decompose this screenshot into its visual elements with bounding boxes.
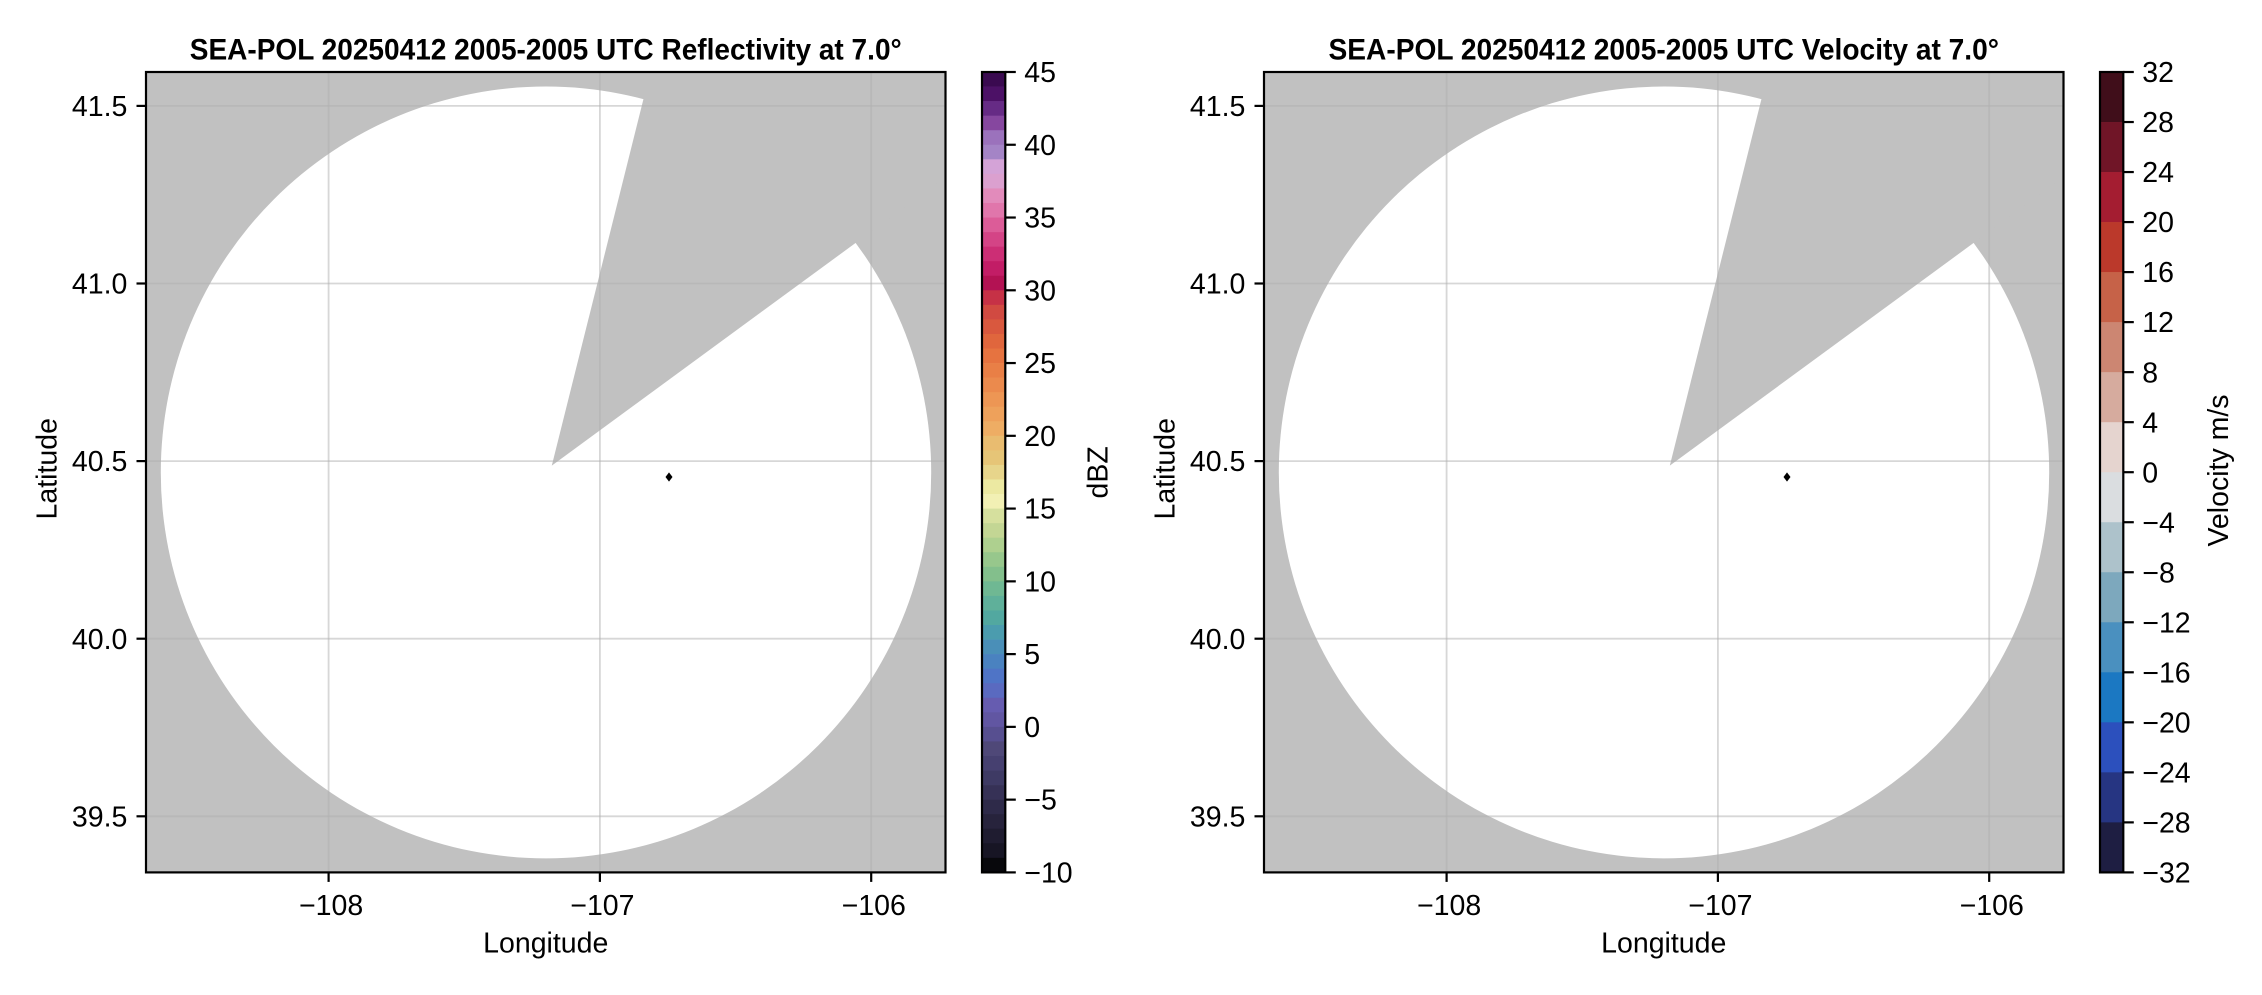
svg-text:SEA-POL 20250412 2005-2005 UTC: SEA-POL 20250412 2005-2005 UTC Reflectiv… [190, 33, 902, 66]
svg-text:12: 12 [2142, 307, 2174, 339]
svg-text:−107: −107 [570, 890, 634, 922]
svg-text:−4: −4 [2142, 507, 2175, 539]
svg-text:40: 40 [1024, 130, 1056, 162]
svg-text:25: 25 [1024, 348, 1056, 380]
svg-text:28: 28 [2142, 107, 2174, 139]
svg-text:41.5: 41.5 [72, 91, 127, 123]
svg-text:39.5: 39.5 [72, 801, 127, 833]
svg-text:Latitude: Latitude [32, 418, 64, 519]
svg-text:10: 10 [1024, 566, 1056, 598]
svg-text:41.0: 41.0 [72, 269, 127, 301]
svg-text:0: 0 [2142, 457, 2158, 489]
svg-text:Longitude: Longitude [1601, 927, 1726, 959]
svg-text:15: 15 [1024, 494, 1056, 526]
svg-text:−20: −20 [2142, 707, 2190, 739]
svg-text:32: 32 [2142, 57, 2174, 89]
svg-text:4: 4 [2142, 407, 2158, 439]
svg-text:Velocity m/s: Velocity m/s [2203, 394, 2235, 546]
svg-text:35: 35 [1024, 203, 1056, 235]
svg-text:16: 16 [2142, 257, 2174, 289]
svg-text:41.5: 41.5 [1190, 91, 1245, 123]
svg-text:41.0: 41.0 [1190, 269, 1245, 301]
svg-text:40.0: 40.0 [72, 624, 127, 656]
svg-text:30: 30 [1024, 275, 1056, 307]
svg-text:40.5: 40.5 [72, 446, 127, 478]
svg-text:20: 20 [1024, 421, 1056, 453]
svg-text:−108: −108 [299, 890, 363, 922]
svg-text:−106: −106 [1960, 890, 2024, 922]
svg-text:−32: −32 [2142, 858, 2190, 890]
svg-text:24: 24 [2142, 157, 2174, 189]
svg-text:8: 8 [2142, 357, 2158, 389]
svg-text:−107: −107 [1688, 890, 1752, 922]
svg-text:20: 20 [2142, 207, 2174, 239]
svg-text:−108: −108 [1417, 890, 1481, 922]
svg-text:SEA-POL 20250412 2005-2005 UTC: SEA-POL 20250412 2005-2005 UTC Velocity … [1329, 33, 2000, 66]
svg-text:45: 45 [1024, 57, 1056, 89]
svg-text:39.5: 39.5 [1190, 801, 1245, 833]
svg-text:5: 5 [1024, 639, 1040, 671]
svg-text:−10: −10 [1024, 858, 1072, 890]
svg-text:40.0: 40.0 [1190, 624, 1245, 656]
svg-text:−5: −5 [1024, 785, 1057, 817]
svg-text:−24: −24 [2142, 757, 2190, 789]
svg-text:−106: −106 [842, 890, 906, 922]
svg-text:−8: −8 [2142, 557, 2175, 589]
svg-text:dBZ: dBZ [1083, 446, 1115, 498]
svg-text:Longitude: Longitude [483, 927, 608, 959]
svg-text:Latitude: Latitude [1150, 418, 1182, 519]
svg-text:40.5: 40.5 [1190, 446, 1245, 478]
svg-text:−28: −28 [2142, 807, 2190, 839]
svg-text:0: 0 [1024, 712, 1040, 744]
svg-text:−16: −16 [2142, 657, 2190, 689]
svg-text:−12: −12 [2142, 607, 2190, 639]
